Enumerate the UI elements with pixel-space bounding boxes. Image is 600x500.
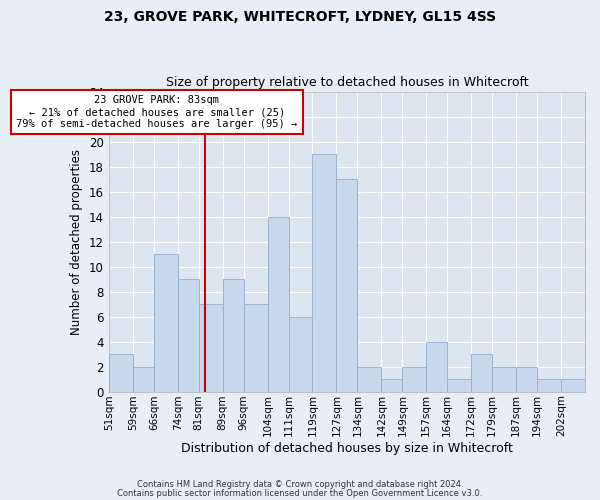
Text: 23 GROVE PARK: 83sqm
← 21% of detached houses are smaller (25)
79% of semi-detac: 23 GROVE PARK: 83sqm ← 21% of detached h… bbox=[16, 96, 298, 128]
Bar bbox=[537, 379, 561, 392]
Y-axis label: Number of detached properties: Number of detached properties bbox=[70, 149, 83, 335]
Title: Size of property relative to detached houses in Whitecroft: Size of property relative to detached ho… bbox=[166, 76, 528, 90]
Bar bbox=[268, 217, 289, 392]
Text: 23, GROVE PARK, WHITECROFT, LYDNEY, GL15 4SS: 23, GROVE PARK, WHITECROFT, LYDNEY, GL15… bbox=[104, 10, 496, 24]
Bar bbox=[337, 180, 358, 392]
Text: Contains HM Land Registry data © Crown copyright and database right 2024.: Contains HM Land Registry data © Crown c… bbox=[137, 480, 463, 489]
Bar bbox=[492, 366, 516, 392]
Bar bbox=[109, 354, 133, 392]
X-axis label: Distribution of detached houses by size in Whitecroft: Distribution of detached houses by size … bbox=[181, 442, 513, 455]
Bar bbox=[382, 379, 403, 392]
Bar bbox=[403, 366, 426, 392]
Bar bbox=[244, 304, 268, 392]
Bar bbox=[133, 366, 154, 392]
Bar bbox=[289, 316, 313, 392]
Bar bbox=[471, 354, 492, 392]
Bar bbox=[313, 154, 337, 392]
Bar bbox=[516, 366, 537, 392]
Bar bbox=[447, 379, 471, 392]
Bar bbox=[223, 279, 244, 392]
Text: Contains public sector information licensed under the Open Government Licence v3: Contains public sector information licen… bbox=[118, 490, 482, 498]
Bar bbox=[358, 366, 382, 392]
Bar bbox=[178, 279, 199, 392]
Bar bbox=[154, 254, 178, 392]
Bar bbox=[561, 379, 585, 392]
Bar bbox=[199, 304, 223, 392]
Bar bbox=[426, 342, 447, 392]
